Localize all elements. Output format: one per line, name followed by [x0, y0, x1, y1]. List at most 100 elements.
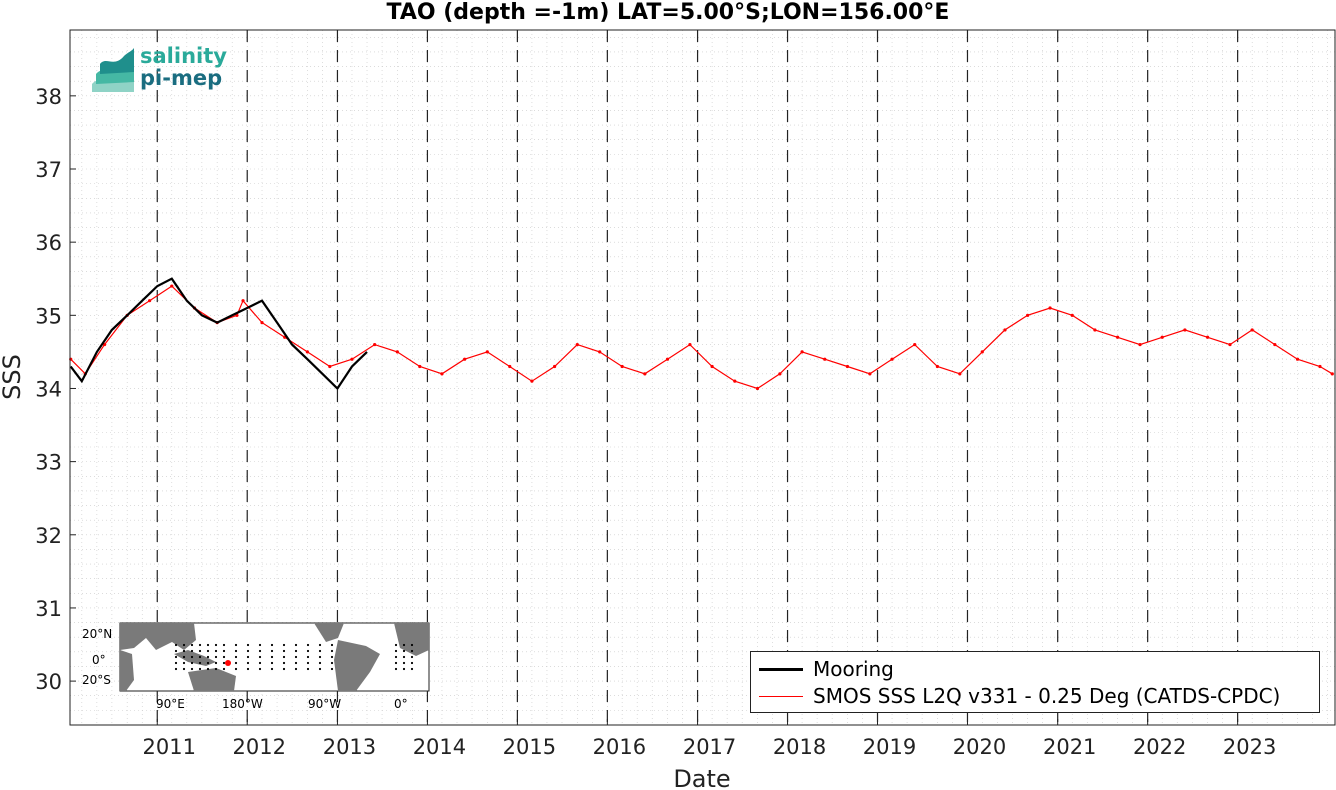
inset-dot — [294, 667, 298, 671]
smos-point — [890, 357, 894, 361]
inset-dot — [206, 655, 210, 659]
smos-point — [485, 350, 489, 354]
inset-dot — [318, 655, 322, 659]
landmass-australia — [188, 668, 236, 691]
smos-point — [260, 321, 264, 325]
landmass-asia — [120, 623, 196, 650]
smos-point — [1115, 335, 1120, 339]
x-tick-label-2022: 2022 — [1133, 735, 1186, 759]
x-tick-label-2011: 2011 — [143, 735, 196, 759]
inset-dot — [270, 661, 274, 665]
smos-point — [710, 364, 714, 369]
smos-point — [305, 350, 309, 354]
smos-point — [440, 372, 444, 376]
y-tick-label-36: 36 — [35, 231, 62, 255]
y-tick-label-30: 30 — [35, 670, 62, 694]
inset-dot — [214, 667, 218, 671]
inset-lon-tick-0: 0° — [394, 697, 408, 711]
inset-dot — [270, 667, 274, 671]
x-tick-label-2018: 2018 — [773, 735, 826, 759]
inset-dot — [182, 643, 186, 647]
inset-dot — [258, 667, 262, 671]
inset-dot — [318, 667, 322, 671]
x-tick-label-2013: 2013 — [323, 735, 376, 759]
grid — [70, 30, 1335, 726]
inset-dot — [306, 661, 310, 665]
inset-dot — [206, 661, 210, 665]
inset-dot — [394, 661, 398, 665]
inset-dot — [214, 655, 218, 659]
inset-lon-tick-90e: 90°E — [156, 697, 185, 711]
smos-point — [823, 357, 827, 361]
series-layer — [69, 277, 1334, 391]
inset-lat-tick-20n: 20°N — [82, 627, 112, 641]
plot-frame — [69, 29, 1336, 726]
inset-dot — [174, 655, 178, 659]
smos-point — [508, 364, 512, 369]
salinity-pi-mep-logo: salinity pi-mep — [88, 44, 228, 94]
inset-dot — [190, 649, 194, 653]
x-tick-label-2019: 2019 — [863, 735, 916, 759]
inset-dot — [174, 643, 178, 647]
inset-dot — [246, 661, 250, 665]
inset-dot — [330, 649, 334, 653]
inset-dot — [182, 667, 186, 671]
inset-dot — [282, 643, 286, 647]
plot-area — [70, 30, 1335, 725]
inset-dot — [182, 661, 186, 665]
smos-point — [530, 379, 534, 383]
inset-dot — [234, 667, 238, 671]
smos-point — [373, 342, 377, 347]
smos-point — [778, 372, 782, 376]
inset-dot — [198, 649, 202, 653]
smos-point — [553, 364, 557, 369]
y-axis-label: SSS — [0, 354, 26, 400]
inset-dot — [258, 661, 262, 665]
legend-label-smos: SMOS SSS L2Q v331 - 0.25 Deg (CATDS-CPDC… — [813, 684, 1281, 708]
inset-dot — [258, 643, 262, 647]
inset-dot — [282, 649, 286, 653]
inset-dot — [190, 661, 194, 665]
inset-dot — [330, 655, 334, 659]
smos-point — [170, 284, 174, 288]
y-tick-label-38: 38 — [35, 85, 62, 109]
inset-dot — [246, 655, 250, 659]
smos-point — [1228, 342, 1232, 347]
smos-point — [148, 299, 152, 303]
inset-dot — [198, 655, 202, 659]
inset-dot — [394, 655, 398, 659]
smos-point — [1295, 357, 1300, 361]
y-tick-label-33: 33 — [35, 451, 62, 475]
inset-dot — [222, 649, 226, 653]
inset-dot — [198, 643, 202, 647]
inset-dot — [402, 649, 406, 653]
inset-dot — [294, 643, 298, 647]
smos-point — [800, 350, 804, 354]
inset-dot — [394, 649, 398, 653]
inset-lat-tick-0: 0° — [92, 653, 106, 667]
legend-swatch-smos — [759, 695, 803, 697]
inset-dot — [394, 643, 398, 647]
inset-dot — [270, 649, 274, 653]
smos-point — [935, 364, 940, 369]
y-tick-label-32: 32 — [35, 524, 62, 548]
inset-dot — [198, 667, 202, 671]
inset-dot — [222, 643, 226, 647]
smos-point — [1183, 328, 1187, 332]
smos-point — [1026, 313, 1030, 317]
smos-point — [845, 364, 850, 369]
inset-dot — [330, 667, 334, 671]
chart-legend: Mooring SMOS SSS L2Q v331 - 0.25 Deg (CA… — [750, 651, 1320, 713]
inset-dot — [190, 655, 194, 659]
inset-dot — [318, 643, 322, 647]
inset-dot — [174, 649, 178, 653]
inset-dot — [306, 649, 310, 653]
smos-point — [958, 372, 962, 376]
inset-dot — [282, 661, 286, 665]
inset-dot — [410, 649, 414, 653]
x-tick-label-2021: 2021 — [1043, 735, 1096, 759]
inset-dot — [330, 661, 334, 665]
inset-dot — [234, 643, 238, 647]
inset-dot — [270, 643, 274, 647]
smos-point — [1048, 306, 1052, 310]
